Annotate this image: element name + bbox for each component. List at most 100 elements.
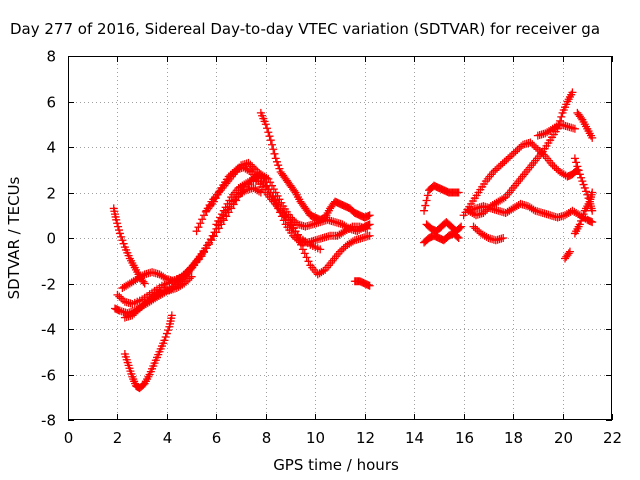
data-point [268,181,276,190]
data-point [577,216,586,225]
data-point [295,236,304,245]
data-point [298,245,307,254]
data-point [248,162,257,171]
data-point [228,169,237,178]
data-point [167,311,176,320]
data-point [526,138,535,147]
series-arc-11 [350,277,374,290]
data-point [275,195,284,204]
data-point [118,236,127,245]
data-point [271,188,280,197]
data-point [269,145,278,154]
data-point [365,281,374,290]
data-point [200,247,208,256]
data-point [226,170,235,179]
data-point [119,239,128,248]
data-point [270,149,279,158]
data-point [113,290,122,299]
x-tick-label: 18 [504,429,523,447]
data-point [507,150,516,159]
y-tick-label: 2 [46,185,56,203]
data-point [552,164,561,173]
data-points [109,88,597,393]
data-point [575,220,584,229]
data-point [344,223,353,232]
data-point [265,132,274,141]
y-tick-label: 8 [46,48,56,66]
data-point [570,154,579,163]
data-point [161,332,170,341]
data-point [144,295,153,304]
plot-frame [68,56,612,420]
data-point [263,124,272,133]
data-point [264,128,273,137]
data-point [273,191,282,200]
data-point [255,187,264,196]
data-point [223,199,232,208]
data-point [513,145,522,154]
data-point [216,213,225,222]
data-point [455,223,464,232]
data-point [319,266,328,275]
data-point [266,178,275,187]
data-point [156,287,165,296]
data-point [269,185,278,194]
data-point [454,234,463,242]
x-tick-label: 8 [262,429,272,447]
data-point [112,215,121,224]
data-point [423,191,432,200]
data-point [457,222,466,231]
data-point [290,216,299,225]
data-point [489,168,498,177]
data-point [138,271,147,280]
x-tick-label: 16 [455,429,474,447]
data-point [179,270,188,279]
data-point [115,226,123,235]
data-point [550,162,559,171]
data-point [588,133,597,142]
data-point [261,120,270,129]
data-point [275,164,284,173]
y-axis-label: SDTVAR / TECUs [5,176,23,299]
data-point [181,269,190,278]
data-point [196,219,205,228]
series-arc-21 [573,108,597,142]
data-point [217,210,226,219]
data-point [132,307,140,316]
data-point [113,219,122,228]
series-arc-12 [420,181,463,215]
data-point [479,208,488,217]
data-point [140,279,149,288]
data-point [180,279,189,288]
data-point [582,187,591,196]
data-point [337,245,346,254]
series-arc-15 [459,138,582,220]
data-point [572,158,581,167]
data-point [339,244,348,253]
data-point [499,194,508,203]
data-point [493,164,502,173]
data-point [245,166,254,175]
chart-title: Day 277 of 2016, Sidereal Day-to-day VTE… [10,20,600,38]
data-point [177,272,186,281]
series-arc-10 [256,108,374,224]
data-point [420,206,429,215]
data-point [454,188,463,197]
data-point [365,211,374,220]
series-arc-19 [533,120,579,140]
data-point [565,247,574,256]
data-point [304,257,313,266]
data-point [224,172,233,181]
data-point [530,141,539,150]
data-point [316,245,325,254]
data-point [117,294,126,303]
data-point [244,158,253,167]
data-point [141,299,150,308]
data-point [421,201,430,210]
data-point [297,240,306,249]
data-point [496,161,505,170]
y-tick-label: -2 [41,276,56,294]
data-point [187,272,196,281]
data-point [365,220,374,229]
x-tick-label: 0 [64,429,74,447]
